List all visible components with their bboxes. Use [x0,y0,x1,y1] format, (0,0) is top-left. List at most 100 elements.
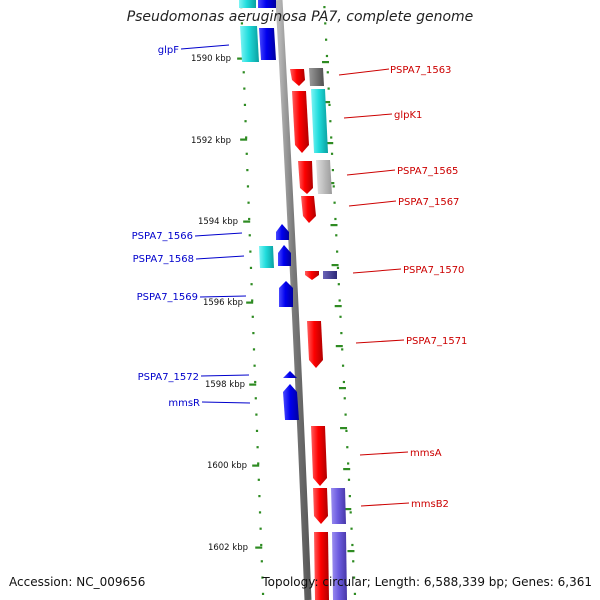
scale-tick [255,429,259,432]
gene-PSPA7_1571[interactable] [307,321,323,368]
scale-tick [246,169,249,172]
gene-PSPA7_1570[interactable] [305,271,319,280]
gene-label-PSPA7_1571[interactable]: PSPA7_1571 [406,336,467,347]
scale-label: 1594 kbp [198,217,238,227]
gene-label-PSPA7_1572[interactable]: PSPA7_1572 [138,372,199,383]
scale-tick [245,152,248,155]
scale-tick [322,61,330,64]
scale-tick [249,250,252,253]
scale-label: 1592 kbp [191,136,231,146]
scale-tick [340,332,343,335]
gene-mmsR[interactable] [283,384,299,420]
scale-tick [328,103,331,106]
scale-tick [347,462,350,465]
scale-tick [257,478,260,481]
scale-tick [251,315,254,318]
scale-tick [249,383,257,386]
scale-tick [258,495,261,498]
scale-tick [254,397,257,400]
gene-label-PSPA7_1566[interactable]: PSPA7_1566 [132,231,193,242]
gene-partial-blue[interactable] [258,0,276,8]
gene-features [239,0,347,600]
scale-tick [347,478,351,481]
scale-tick [325,38,328,41]
gene-label-PSPA7_1570[interactable]: PSPA7_1570 [403,265,464,276]
scale-tick [261,576,264,579]
scale-tick [343,397,346,400]
gene-navy-1570[interactable] [323,271,337,279]
scale-tick [345,429,348,432]
scale-ticks [237,6,357,595]
scale-tick [257,462,260,465]
gene-PSPA7_1565[interactable] [298,161,313,194]
gene-mmsB2[interactable] [313,488,328,524]
gene-mmsA[interactable] [311,426,327,486]
scale-tick [251,299,254,302]
gene-PSPA7_1572[interactable] [283,371,297,378]
scale-label: 1598 kbp [205,380,245,390]
gene-label-PSPA7_1569[interactable]: PSPA7_1569 [137,292,198,303]
scale-tick [349,511,352,514]
gene-PSPA7_1563[interactable] [290,69,305,86]
scale-tick [250,283,253,286]
gene-light-1[interactable] [316,160,332,194]
reverse-callout-lines [338,68,410,507]
scale-tick [259,527,262,530]
scale-tick [323,6,326,9]
gene-glpF[interactable] [240,26,259,62]
scale-tick [331,264,339,267]
accession-text: Accession: NC_009656 [9,575,146,589]
scale-tick [352,560,355,563]
scale-tick [255,413,258,416]
scale-tick [330,224,338,227]
gene-label-mmsR[interactable]: mmsR [168,398,200,409]
gene-PSPA7_1566[interactable] [276,224,289,240]
gene-blue-1568b[interactable] [278,245,291,266]
scale-tick [350,527,353,530]
scale-tick [343,468,351,471]
gene-label-mmsA[interactable]: mmsA [410,448,442,459]
forward-gene-labels: glpF PSPA7_1566 PSPA7_1568 PSPA7_1569 PS… [132,45,200,409]
gene-label-PSPA7_1567[interactable]: PSPA7_1567 [398,197,459,208]
gene-glpF-neighbor[interactable] [259,28,276,60]
gene-purple-1[interactable] [331,488,346,524]
gene-gray-1[interactable] [309,68,324,86]
scale-tick [249,266,253,269]
gene-purple-bottom[interactable] [332,532,347,600]
gene-partial-cyan[interactable] [239,0,256,8]
scale-tick [336,250,339,253]
gene-red-bottom[interactable] [314,532,329,600]
scale-tick [246,301,254,304]
scale-label: 1596 kbp [203,298,243,308]
gene-label-mmsB2[interactable]: mmsB2 [411,499,449,510]
scale-tick [335,234,338,237]
scale-tick [240,138,248,141]
scale-tick [329,120,332,123]
scale-tick [237,57,245,60]
scale-tick [330,136,333,139]
scale-tick [351,543,354,547]
scale-tick [244,120,247,123]
scale-tick [338,387,346,390]
gene-PSPA7_1567[interactable] [301,196,316,223]
gene-PSPA7_1569[interactable] [279,281,293,307]
scale-tick [261,592,265,595]
scale-tick [333,201,336,204]
gene-label-glpK1[interactable]: glpK1 [394,110,422,121]
scale-tick [353,592,357,595]
gene-label-PSPA7_1565[interactable]: PSPA7_1565 [397,166,458,177]
gene-label-glpF[interactable]: glpF [158,45,179,56]
gene-PSPA7_1568[interactable] [259,246,274,268]
scale-tick [344,508,352,511]
scale-tick [336,266,340,269]
gene-cyan-2[interactable] [311,89,328,153]
scale-tick [323,101,331,104]
scale-tick [252,348,256,351]
gene-glpK1[interactable] [292,91,309,153]
gene-label-PSPA7_1568[interactable]: PSPA7_1568 [133,254,194,265]
scale-tick [254,380,257,384]
scale-tick [326,142,334,145]
gene-label-PSPA7_1563[interactable]: PSPA7_1563 [390,65,451,76]
scale-tick [252,332,255,335]
